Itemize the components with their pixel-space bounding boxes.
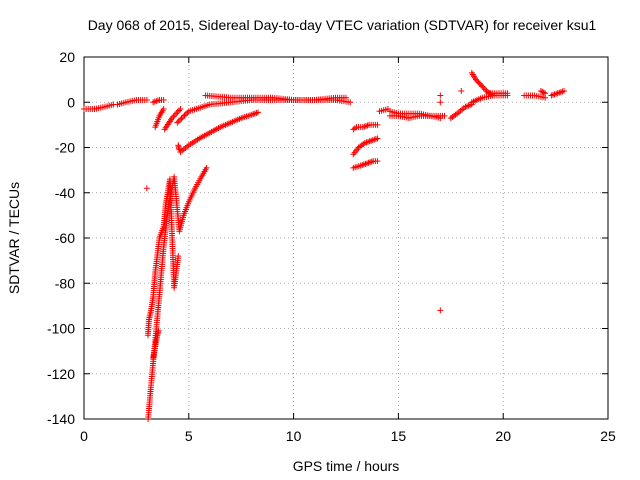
data-point (441, 112, 448, 119)
data-point (374, 158, 381, 165)
data-point (155, 327, 162, 334)
data-point (374, 121, 381, 128)
data-point (175, 253, 182, 260)
data-point (180, 113, 187, 120)
x-tick-label: 20 (495, 428, 511, 444)
data-point (437, 115, 444, 122)
data-point (437, 99, 444, 106)
data-points (81, 69, 567, 423)
data-point (362, 123, 369, 130)
x-tick-label: 25 (600, 428, 616, 444)
y-tick-label: -80 (55, 275, 75, 291)
x-tick-label: 10 (286, 428, 302, 444)
data-point (171, 112, 178, 119)
data-point (160, 106, 167, 113)
data-point (177, 106, 184, 113)
data-point (143, 185, 150, 192)
x-axis-ticks: 0 5 10 15 20 25 (80, 57, 616, 444)
data-point (343, 94, 349, 101)
x-axis-label: GPS time / hours (293, 458, 400, 474)
x-tick-label: 0 (80, 428, 88, 444)
data-point (182, 111, 189, 118)
data-point (474, 77, 481, 84)
data-point (181, 112, 188, 119)
data-point (540, 89, 547, 96)
data-point (458, 87, 465, 94)
y-tick-label: -100 (47, 321, 75, 337)
data-point (254, 109, 261, 116)
chart-title: Day 068 of 2015, Sidereal Day-to-day VTE… (88, 17, 597, 33)
y-tick-label: -120 (47, 366, 75, 382)
data-point (504, 90, 511, 97)
data-point (160, 96, 167, 103)
data-point (480, 84, 487, 91)
x-tick-label: 15 (391, 428, 407, 444)
data-point (347, 99, 354, 106)
data-point (437, 307, 444, 314)
y-axis-label: SDTVAR / TECUs (6, 182, 22, 294)
x-tick-label: 5 (185, 428, 193, 444)
data-point (476, 80, 483, 87)
y-tick-label: -40 (55, 185, 75, 201)
y-tick-label: -140 (47, 411, 75, 427)
data-point (173, 110, 180, 117)
data-point (351, 125, 358, 132)
y-tick-label: -20 (55, 140, 75, 156)
data-point (177, 116, 184, 123)
y-tick-label: 0 (67, 94, 75, 110)
data-point (178, 115, 185, 122)
data-point (482, 86, 489, 93)
data-point (560, 87, 567, 94)
data-point (203, 164, 210, 171)
data-point (477, 82, 484, 89)
data-point (174, 119, 181, 126)
y-tick-label: -60 (55, 230, 75, 246)
data-point (176, 146, 183, 153)
data-point (437, 92, 444, 99)
data-point (143, 96, 150, 103)
data-point (184, 109, 191, 116)
y-tick-label: 20 (59, 49, 75, 65)
y-axis-ticks: -140 -120 -100 -80 -60 -40 -20 0 20 (47, 49, 608, 427)
data-point (539, 88, 546, 95)
data-point (176, 107, 183, 114)
data-point (542, 90, 549, 97)
data-point (175, 118, 182, 125)
data-point (475, 79, 482, 86)
data-point (174, 109, 181, 116)
data-point (374, 135, 381, 142)
data-point (153, 98, 160, 105)
grid-lines (84, 57, 608, 419)
data-point (472, 76, 479, 83)
